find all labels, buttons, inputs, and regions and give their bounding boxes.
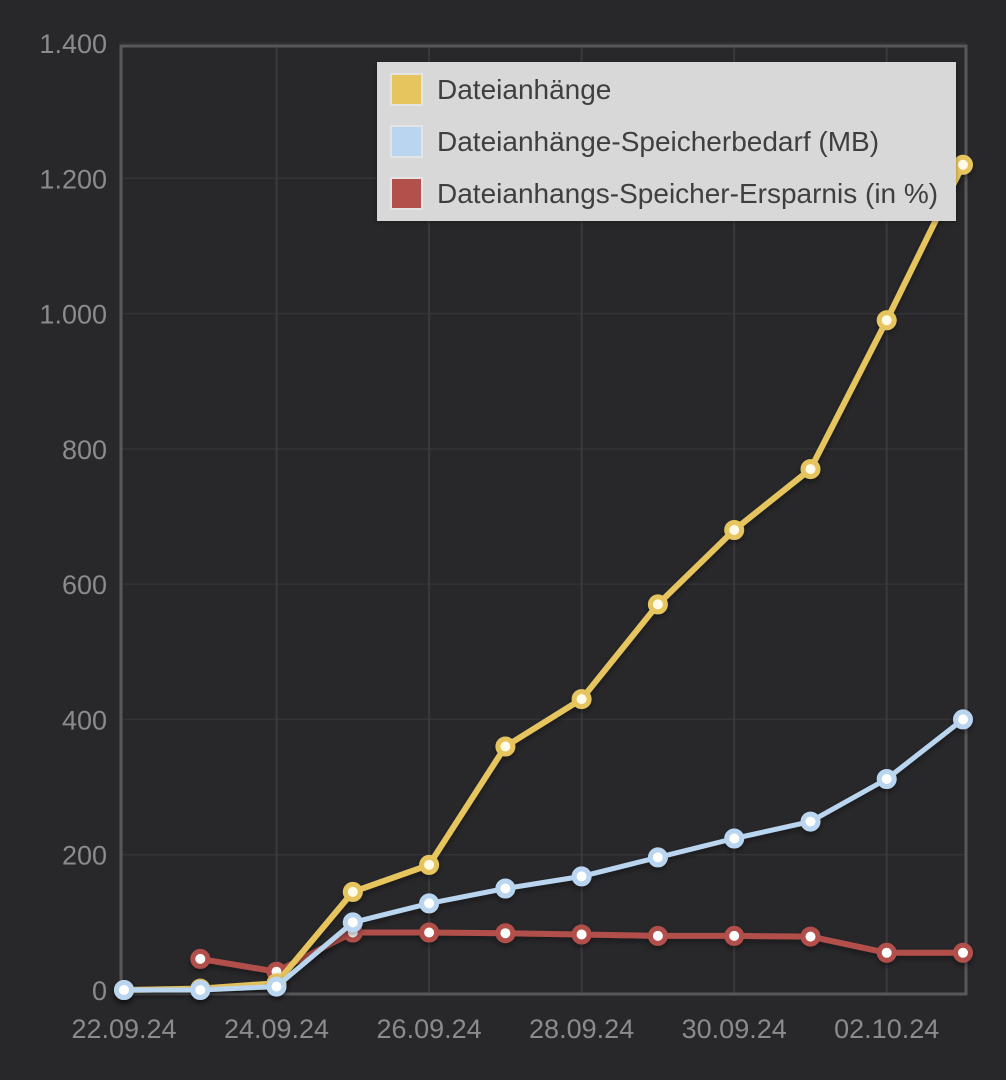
y-axis-tick-label: 200 xyxy=(62,841,107,871)
legend-label: Dateianhänge xyxy=(437,73,612,105)
dateianhangs-speicher-ersparnis-in-point-23.09.24[interactable] xyxy=(190,948,211,969)
dateianh-nge-speicherbedarf-mb-line xyxy=(121,716,966,993)
dateianh-nge-speicherbedarf-mb-point-22.09.24[interactable] xyxy=(114,980,134,1000)
dateianh-nge-speicherbedarf-mb-point-03.10.24[interactable] xyxy=(953,709,973,730)
dateianhangs-speicher-ersparnis-in-point-01.10.24[interactable] xyxy=(800,926,821,947)
x-axis-tick-label: 28.09.24 xyxy=(529,1014,634,1044)
y-axis-tick-label: 1.400 xyxy=(39,29,107,59)
plot-border xyxy=(119,44,968,996)
y-axis-tick-label: 600 xyxy=(62,570,107,600)
dateianh-nge-speicherbedarf-mb-point-24.09.24[interactable] xyxy=(266,976,287,997)
dateianh-nge-point-28.09.24[interactable] xyxy=(571,689,592,710)
dateianh-nge-point-03.10.24[interactable] xyxy=(953,154,973,175)
legend-item-dateianh-nge-speicherbedarf-mb[interactable]: Dateianhänge-Speicherbedarf (MB) xyxy=(390,125,938,158)
x-axis-tick-label: 30.09.24 xyxy=(682,1014,787,1044)
dateianh-nge-speicherbedarf-mb-point-28.09.24[interactable] xyxy=(571,866,592,887)
series-dateianh-nge-speicherbedarf-mb xyxy=(114,709,973,1000)
series-dateianh-nge xyxy=(114,154,973,1000)
dateianh-nge-speicherbedarf-mb-point-26.09.24[interactable] xyxy=(419,893,440,914)
dateianh-nge-speicherbedarf-mb-point-23.09.24[interactable] xyxy=(190,980,211,1000)
dateianhangs-speicher-ersparnis-in-point-29.09.24[interactable] xyxy=(647,925,668,946)
dateianh-nge-point-27.09.24[interactable] xyxy=(495,736,516,757)
dateianhangs-speicher-ersparnis-in-point-27.09.24[interactable] xyxy=(495,923,516,944)
dateianhangs-speicher-ersparnis-in-point-28.09.24[interactable] xyxy=(571,924,592,945)
dateianh-nge-point-29.09.24[interactable] xyxy=(647,594,668,615)
dateianh-nge-speicherbedarf-mb-point-29.09.24[interactable] xyxy=(647,847,668,868)
dateianhangs-speicher-ersparnis-in-point-02.10.24[interactable] xyxy=(876,942,897,963)
x-axis-tick-label: 02.10.24 xyxy=(834,1014,939,1044)
legend-label: Dateianhangs-Speicher-Ersparnis (in %) xyxy=(437,177,939,209)
dateianh-nge-speicherbedarf-mb-point-30.09.24[interactable] xyxy=(724,828,745,849)
legend-item-dateianh-nge[interactable]: Dateianhänge xyxy=(390,73,938,106)
y-axis-tick-label: 800 xyxy=(62,435,107,465)
y-axis-tick-label: 0 xyxy=(92,976,107,1006)
dateianh-nge-point-26.09.24[interactable] xyxy=(419,854,440,875)
y-axis-tick-label: 1.200 xyxy=(39,164,107,194)
legend-item-dateianhangs-speicher-ersparnis-in[interactable]: Dateianhangs-Speicher-Ersparnis (in %) xyxy=(390,177,938,210)
legend-swatch-dateianhangs-speicher-ersparnis-in xyxy=(390,177,423,210)
dateianh-nge-speicherbedarf-mb-point-01.10.24[interactable] xyxy=(800,811,821,832)
dateianh-nge-speicherbedarf-mb-point-27.09.24[interactable] xyxy=(495,878,516,899)
legend-swatch-dateianh-nge xyxy=(390,73,423,106)
dateianh-nge-point-01.10.24[interactable] xyxy=(800,459,821,480)
chart-legend: Dateianhänge Dateianhänge-Speicherbedarf … xyxy=(377,62,957,221)
dateianh-nge-line xyxy=(121,161,966,993)
dateianhangs-speicher-ersparnis-in-point-26.09.24[interactable] xyxy=(419,922,440,943)
dateianhangs-speicher-ersparnis-in-point-30.09.24[interactable] xyxy=(724,925,745,946)
x-axis-tick-label: 22.09.24 xyxy=(71,1014,176,1044)
y-axis-tick-label: 400 xyxy=(62,705,107,735)
x-axis-tick-label: 24.09.24 xyxy=(224,1014,329,1044)
dateianh-nge-speicherbedarf-mb-point-02.10.24[interactable] xyxy=(876,769,897,789)
dateianh-nge-point-25.09.24[interactable] xyxy=(342,881,363,902)
dateianh-nge-point-30.09.24[interactable] xyxy=(724,520,745,540)
x-axis-tick-label: 26.09.24 xyxy=(377,1014,482,1044)
legend-label: Dateianhänge-Speicherbedarf (MB) xyxy=(437,125,880,157)
dateianhangs-speicher-ersparnis-in-point-03.10.24[interactable] xyxy=(953,942,973,963)
legend-swatch-dateianh-nge-speicherbedarf-mb xyxy=(390,125,423,158)
dateianh-nge-speicherbedarf-mb-point-25.09.24[interactable] xyxy=(342,912,363,933)
dateianh-nge-point-02.10.24[interactable] xyxy=(876,310,897,331)
y-axis-tick-label: 1.000 xyxy=(39,300,107,330)
